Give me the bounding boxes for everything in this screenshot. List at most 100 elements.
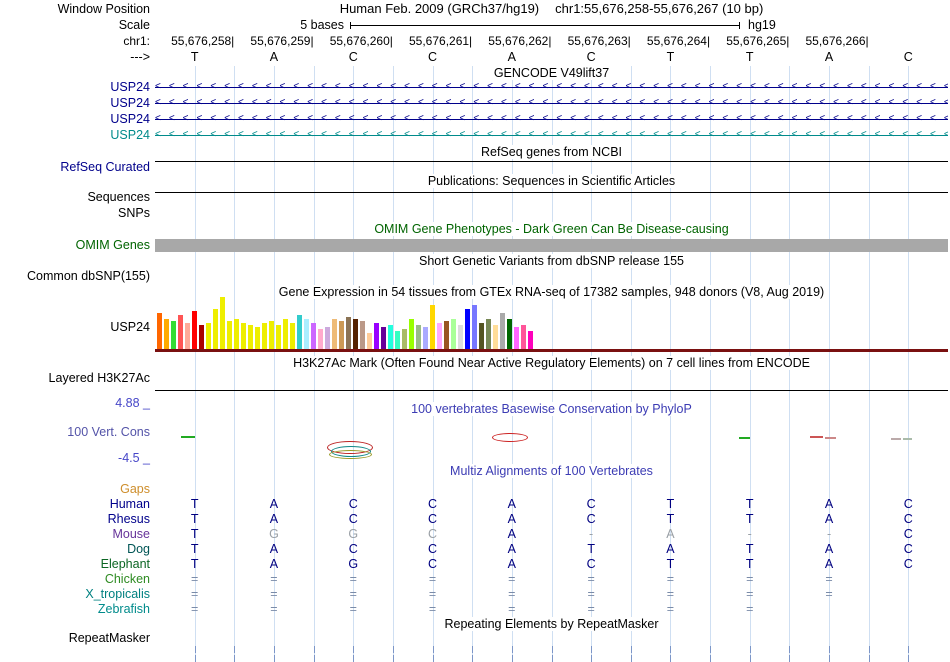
gene-model[interactable]: <<<<<<<<<<<<<<<<<<<<<<<<<<<<<<<<<<<<<<<<… — [155, 112, 948, 126]
gtex-expression-bar[interactable] — [353, 319, 358, 349]
gtex-expression-bar[interactable] — [416, 325, 421, 349]
gtex-expression-bar[interactable] — [388, 325, 393, 349]
gtex-expression-bar[interactable] — [374, 323, 379, 349]
gene-label-usp24[interactable]: USP24 — [110, 112, 150, 126]
gene-label-usp24[interactable]: USP24 — [110, 80, 150, 94]
gtex-expression-bar[interactable] — [262, 323, 267, 349]
track-label-refseq-curated[interactable]: RefSeq Curated — [60, 160, 150, 174]
gene-line — [155, 87, 948, 88]
gtex-expression-bar[interactable] — [213, 309, 218, 349]
gene-model[interactable]: <<<<<<<<<<<<<<<<<<<<<<<<<<<<<<<<<<<<<<<<… — [155, 96, 948, 110]
gtex-expression-bar[interactable] — [381, 327, 386, 349]
track-label-snps[interactable]: SNPs — [118, 206, 150, 220]
gtex-expression-bar[interactable] — [199, 325, 204, 349]
gtex-expression-bar[interactable] — [444, 321, 449, 349]
species-label[interactable]: X_tropicalis — [85, 587, 150, 601]
species-label[interactable]: Mouse — [112, 527, 150, 541]
gtex-expression-bar[interactable] — [367, 333, 372, 349]
gtex-expression-bar[interactable] — [437, 323, 442, 349]
gtex-expression-bar[interactable] — [458, 325, 463, 349]
gtex-expression-bar[interactable] — [311, 323, 316, 349]
gtex-expression-bar[interactable] — [493, 325, 498, 349]
reference-bases-row[interactable]: ---> T A C C A C T T A C — [0, 50, 950, 64]
omim-gene-bar[interactable] — [155, 239, 948, 252]
gtex-expression-bar[interactable] — [332, 319, 337, 349]
gtex-expression-bar[interactable] — [171, 321, 176, 349]
gtex-expression-bar[interactable] — [430, 305, 435, 349]
gene-model[interactable]: <<<<<<<<<<<<<<<<<<<<<<<<<<<<<<<<<<<<<<<<… — [155, 128, 948, 142]
gtex-expression-bar[interactable] — [346, 317, 351, 349]
gtex-expression-bar[interactable] — [255, 327, 260, 349]
track-label-gtex-usp24[interactable]: USP24 — [110, 320, 150, 334]
gtex-expression-bar[interactable] — [500, 313, 505, 349]
repeatmasker-label-row: RepeatMasker — [0, 631, 950, 645]
gtex-expression-bar[interactable] — [325, 327, 330, 349]
aligned-base: C — [903, 497, 913, 511]
gtex-expression-bar[interactable] — [227, 321, 232, 349]
gtex-expression-bar[interactable] — [479, 323, 484, 349]
gtex-expression-bar[interactable] — [360, 321, 365, 349]
species-label[interactable]: Rhesus — [107, 512, 150, 526]
omim-title-wrap: OMIM Gene Phenotypes - Dark Green Can Be… — [155, 222, 948, 236]
gtex-expression-bar[interactable] — [465, 309, 470, 349]
gtex-expression-bar[interactable] — [507, 319, 512, 349]
gtex-expression-bar[interactable] — [514, 327, 519, 349]
aligned-base: = — [825, 572, 833, 586]
track-label-repeatmasker[interactable]: RepeatMasker — [68, 631, 150, 645]
track-label-sequences[interactable]: Sequences — [87, 190, 150, 204]
gtex-expression-bar[interactable] — [178, 315, 183, 349]
gtex-expression-bar[interactable] — [248, 325, 253, 349]
gtex-expression-bar[interactable] — [521, 325, 526, 349]
gtex-expression-bar[interactable] — [185, 323, 190, 349]
species-label[interactable]: Human — [109, 497, 150, 511]
gene-row-usp24-3: USP24 <<<<<<<<<<<<<<<<<<<<<<<<<<<<<<<<<<… — [0, 112, 950, 126]
species-label[interactable]: Dog — [127, 542, 150, 556]
gtex-expression-bar[interactable] — [269, 321, 274, 349]
track-label-layered-h3k27ac[interactable]: Layered H3K27Ac — [48, 371, 150, 385]
gtex-expression-bar[interactable] — [528, 331, 533, 349]
gtex-expression-bar[interactable] — [192, 311, 197, 349]
gene-label-usp24[interactable]: USP24 — [110, 128, 150, 142]
species-label[interactable]: Chicken — [104, 572, 150, 586]
coordinate-label: 55,676,258| — [171, 34, 235, 48]
gtex-expression-bar[interactable] — [164, 319, 169, 349]
gtex-expression-bar[interactable] — [234, 319, 239, 349]
strand-arrows-icon: <<<<<<<<<<<<<<<<<<<<<<<<<<<<<<<<<<<<<<<<… — [155, 81, 948, 92]
alignment-cells: = = = = = = = = = — [155, 572, 948, 586]
species-label[interactable]: Zebrafish — [97, 602, 150, 616]
coordinates-row[interactable]: chr1: 55,676,258| 55,676,259| 55,676,260| 5… — [0, 34, 950, 48]
gtex-expression-bar[interactable] — [206, 323, 211, 349]
omim-title: OMIM Gene Phenotypes - Dark Green Can Be… — [371, 222, 732, 236]
aligned-base: A — [269, 497, 279, 511]
gtex-expression-bar[interactable] — [304, 319, 309, 349]
gtex-expression-bar[interactable] — [486, 319, 491, 349]
track-label-common-dbsnp[interactable]: Common dbSNP(155) — [27, 269, 150, 283]
gtex-expression-bar[interactable] — [423, 327, 428, 349]
gtex-expression-bar[interactable] — [290, 323, 295, 349]
aligned-base: = — [666, 602, 675, 616]
track-label-100-vert-cons[interactable]: 100 Vert. Cons — [67, 425, 150, 439]
gtex-expression-bar[interactable] — [157, 313, 162, 349]
gtex-expression-bar[interactable] — [402, 329, 407, 349]
gtex-expression-bar[interactable] — [220, 297, 225, 349]
coordinate-label: 55,676,265| — [726, 34, 790, 48]
gtex-expression-bar[interactable] — [451, 319, 456, 349]
gtex-expression-bar[interactable] — [339, 321, 344, 349]
gene-model[interactable]: <<<<<<<<<<<<<<<<<<<<<<<<<<<<<<<<<<<<<<<<… — [155, 80, 948, 94]
gtex-expression-bar[interactable] — [297, 315, 302, 349]
gtex-expression-bar[interactable] — [276, 325, 281, 349]
repeatmasker-title-wrap: Repeating Elements by RepeatMasker — [155, 617, 948, 631]
gtex-expression-bar[interactable] — [409, 319, 414, 349]
gtex-expression-bar[interactable] — [395, 331, 400, 349]
species-label[interactable]: Elephant — [100, 557, 150, 571]
reference-base: C — [903, 50, 913, 64]
gtex-expression-bar[interactable] — [241, 323, 246, 349]
gtex-expression-bar[interactable] — [318, 329, 323, 349]
gtex-expression-bar[interactable] — [472, 305, 477, 349]
multiz-title-wrap: Multiz Alignments of 100 Vertebrates — [155, 464, 948, 478]
gtex-expression-bar[interactable] — [283, 319, 288, 349]
gene-label-usp24[interactable]: USP24 — [110, 96, 150, 110]
gtex-bar-chart[interactable] — [155, 297, 948, 352]
header-row: Window Position Human Feb. 2009 (GRCh37/… — [0, 2, 950, 17]
track-label-omim-genes[interactable]: OMIM Genes — [75, 238, 150, 252]
